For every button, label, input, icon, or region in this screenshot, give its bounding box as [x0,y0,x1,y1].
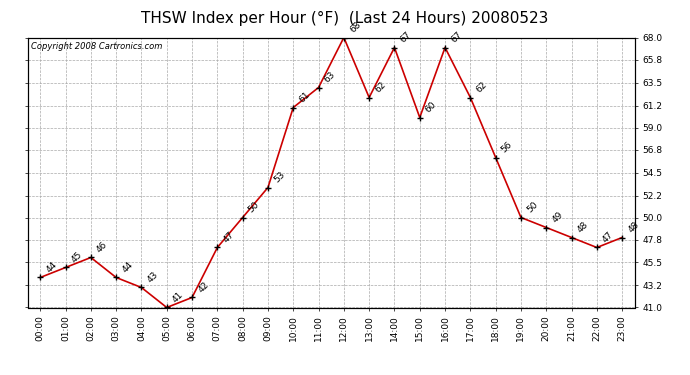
Text: 60: 60 [424,100,438,115]
Text: 42: 42 [196,280,210,295]
Text: 67: 67 [399,30,413,45]
Text: 44: 44 [120,260,135,275]
Text: 61: 61 [297,90,312,105]
Text: 45: 45 [70,251,84,265]
Text: 46: 46 [95,240,110,255]
Text: 48: 48 [627,220,641,235]
Text: 62: 62 [475,80,489,95]
Text: 49: 49 [551,210,565,225]
Text: 56: 56 [500,140,514,155]
Text: 50: 50 [525,200,540,215]
Text: 68: 68 [348,20,362,35]
Text: 67: 67 [449,30,464,45]
Text: 41: 41 [171,290,186,305]
Text: Copyright 2008 Cartronics.com: Copyright 2008 Cartronics.com [30,42,162,51]
Text: 53: 53 [272,170,286,185]
Text: 48: 48 [575,220,590,235]
Text: 63: 63 [323,70,337,85]
Text: THSW Index per Hour (°F)  (Last 24 Hours) 20080523: THSW Index per Hour (°F) (Last 24 Hours)… [141,11,549,26]
Text: 47: 47 [601,230,615,245]
Text: 44: 44 [44,260,59,275]
Text: 50: 50 [247,200,262,215]
Text: 43: 43 [146,270,160,285]
Text: 47: 47 [221,230,236,245]
Text: 62: 62 [373,80,388,95]
